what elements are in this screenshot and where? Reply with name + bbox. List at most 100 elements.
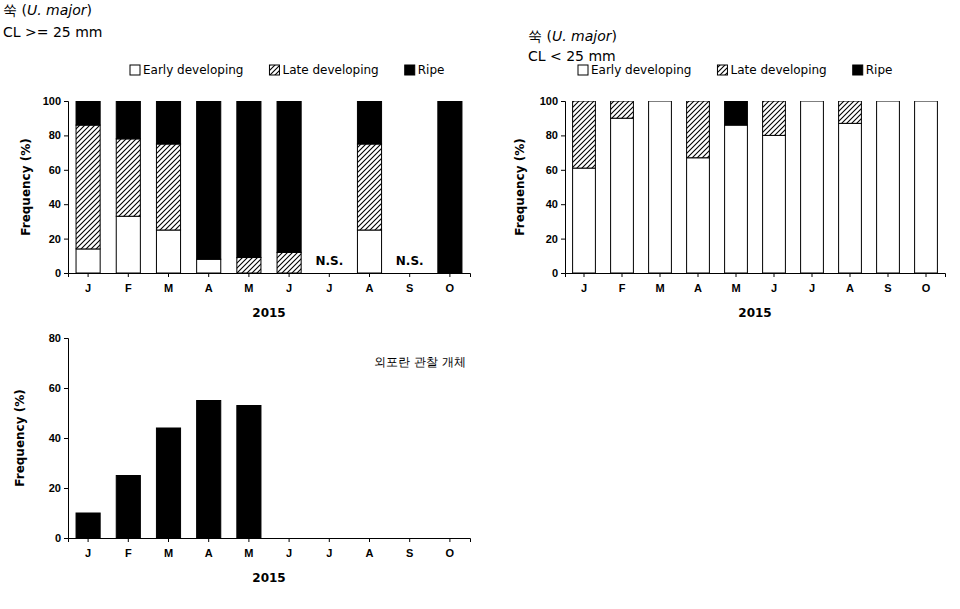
x-tick: J	[809, 273, 815, 294]
bar	[573, 101, 596, 102]
x-tick-mark	[584, 273, 585, 277]
x-tick-label: O	[446, 282, 455, 294]
y-axis-title: Frequency (%)	[13, 389, 27, 486]
x-tick-label: M	[655, 282, 664, 294]
legend-label: Ripe	[418, 63, 445, 77]
bar	[76, 125, 100, 249]
y-tick-label: 60	[49, 164, 61, 176]
x-tick-mark	[888, 273, 889, 277]
bar	[156, 101, 180, 144]
bar	[801, 101, 824, 273]
x-tick-label: S	[406, 547, 413, 559]
x-tick: J	[771, 273, 777, 294]
bar	[357, 230, 381, 273]
chart: 020406080JFMAMJJASO2015Frequency (%)외포란 …	[13, 332, 471, 585]
bar	[687, 101, 710, 158]
bar	[611, 101, 634, 102]
y-tick: 60	[546, 164, 565, 176]
x-tick-label: J	[581, 282, 587, 294]
bar	[76, 101, 100, 125]
y-tick-mark	[64, 438, 68, 439]
x-tick-label: S	[406, 282, 413, 294]
x-tick: J	[326, 273, 332, 294]
x-tick: M	[164, 273, 173, 294]
legend-swatch	[578, 65, 588, 75]
bar	[76, 249, 100, 273]
x-tick: M	[655, 273, 664, 294]
annotation: 외포란 관찰 개체	[374, 355, 466, 369]
legend-swatch	[269, 65, 279, 75]
y-tick-mark	[64, 239, 68, 240]
canvas: 020406080100JFMAMJJASO2015Frequency (%)쑥…	[0, 0, 960, 609]
x-tick: O	[922, 273, 931, 294]
bar	[763, 135, 786, 273]
x-tick-label: M	[164, 547, 173, 559]
x-tick-label: F	[125, 547, 132, 559]
bar	[116, 216, 140, 273]
x-tick: J	[85, 538, 91, 559]
bar	[277, 538, 301, 539]
x-tick-label: A	[846, 282, 854, 294]
x-tick: F	[125, 273, 132, 294]
bar	[357, 101, 381, 144]
bar	[438, 538, 462, 539]
bar	[763, 101, 786, 102]
x-tick-mark	[926, 273, 927, 277]
y-tick-label: 40	[546, 198, 558, 210]
bar	[237, 258, 261, 273]
x-axis: JFMAMJJASO	[69, 538, 471, 559]
x-tick-mark	[128, 273, 129, 277]
y-tick-mark	[64, 538, 68, 539]
bar	[197, 259, 221, 273]
x-tick-label: F	[619, 282, 626, 294]
x-axis-title: 2015	[252, 306, 285, 320]
y-tick-label: 40	[49, 198, 61, 210]
x-tick-label: M	[244, 282, 253, 294]
y-tick: 0	[55, 267, 68, 279]
x-tick-mark	[88, 273, 89, 277]
y-tick: 100	[540, 95, 565, 107]
y-tick-mark	[561, 239, 565, 240]
bar	[611, 101, 634, 118]
bar	[725, 101, 748, 125]
x-tick-label: J	[771, 282, 777, 294]
y-tick-label: 80	[49, 332, 61, 344]
x-tick-label: M	[731, 282, 740, 294]
x-tick-mark	[248, 538, 249, 542]
title: 쑥 (U. major)	[528, 28, 617, 44]
x-tick-mark	[128, 538, 129, 542]
y-tick-mark	[561, 170, 565, 171]
y-tick-mark	[561, 273, 565, 274]
bar	[649, 101, 672, 273]
y-tick-mark	[561, 204, 565, 205]
x-tick-mark	[208, 538, 209, 542]
y-tick-mark	[64, 388, 68, 389]
x-tick: O	[446, 538, 455, 559]
legend: Early developingLate developingRipe	[578, 63, 892, 77]
x-tick-mark	[289, 273, 290, 277]
y-tick: 40	[49, 198, 68, 210]
x-tick-mark	[622, 273, 623, 277]
x-tick: M	[244, 538, 253, 559]
x-tick-label: J	[85, 282, 91, 294]
plot-area	[76, 101, 462, 273]
y-axis-title: Frequency (%)	[19, 138, 33, 235]
y-tick-mark	[561, 135, 565, 136]
x-tick: A	[366, 538, 374, 559]
legend-label: Late developing	[730, 63, 826, 77]
x-tick: S	[406, 538, 413, 559]
bar	[839, 123, 862, 273]
x-tick-mark	[660, 273, 661, 277]
legend-swatch	[130, 65, 140, 75]
y-tick-label: 100	[540, 95, 558, 107]
bar	[116, 139, 140, 216]
y-tick-label: 0	[55, 532, 61, 544]
x-tick-label: A	[205, 282, 213, 294]
plot-area	[573, 101, 938, 273]
x-tick: M	[164, 538, 173, 559]
bar	[877, 101, 900, 102]
x-tick-label: A	[366, 547, 374, 559]
y-tick: 0	[55, 532, 68, 544]
x-tick-label: J	[809, 282, 815, 294]
y-tick-mark	[64, 101, 68, 102]
